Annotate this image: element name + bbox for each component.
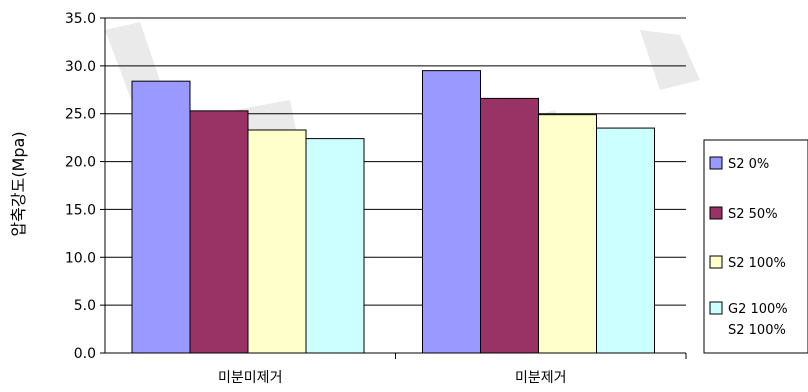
legend-swatch xyxy=(709,255,723,269)
bar xyxy=(305,138,365,354)
y-tick-labels: 0.0 5.0 10.0 15.0 20.0 25.0 30.0 35.0 xyxy=(65,11,96,362)
bar xyxy=(189,110,249,354)
y-tick-label: 15.0 xyxy=(65,202,96,218)
legend-label: S2 100% xyxy=(728,323,786,338)
axes xyxy=(100,17,687,359)
legend-label: G2 100% xyxy=(728,302,788,317)
y-tick-label: 35.0 xyxy=(65,11,96,27)
y-axis-title: 압축강도(Mpa) xyxy=(9,131,28,236)
legend-swatch xyxy=(709,301,723,315)
y-tick-label: 25.0 xyxy=(65,107,96,123)
bar xyxy=(247,129,307,354)
bar xyxy=(480,97,539,354)
bar xyxy=(596,127,655,354)
legend-box xyxy=(703,139,808,354)
x-category-label: 미분제거 xyxy=(515,370,567,386)
legend-swatch xyxy=(709,156,723,170)
legend: S2 0% S2 50% S2 100% G2 100% S2 100% xyxy=(703,139,808,354)
legend-label: S2 100% xyxy=(728,256,786,271)
bar xyxy=(422,70,481,354)
y-tick-label: 10.0 xyxy=(65,250,96,266)
y-tick-label: 20.0 xyxy=(65,155,96,171)
legend-label: S2 0% xyxy=(728,157,769,172)
legend-label: S2 50% xyxy=(728,207,778,222)
bar xyxy=(131,80,191,354)
x-category-labels: 미분미제거 미분제거 xyxy=(218,370,566,386)
bar xyxy=(538,114,597,354)
bars xyxy=(131,70,655,354)
y-tick-label: 30.0 xyxy=(65,59,96,75)
x-category-label: 미분미제거 xyxy=(218,370,282,386)
y-tick-label: 0.0 xyxy=(74,346,96,362)
legend-swatch xyxy=(709,206,723,220)
y-tick-label: 5.0 xyxy=(74,298,96,314)
